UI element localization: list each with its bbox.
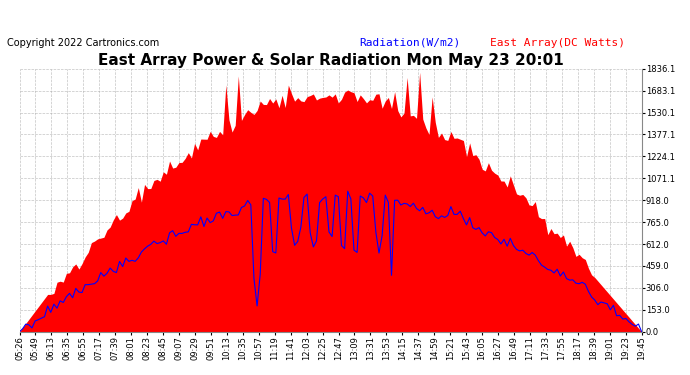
- Text: East Array(DC Watts): East Array(DC Watts): [490, 38, 625, 48]
- Text: Copyright 2022 Cartronics.com: Copyright 2022 Cartronics.com: [7, 38, 159, 48]
- Title: East Array Power & Solar Radiation Mon May 23 20:01: East Array Power & Solar Radiation Mon M…: [98, 53, 564, 68]
- Text: Radiation(W/m2): Radiation(W/m2): [359, 38, 460, 48]
